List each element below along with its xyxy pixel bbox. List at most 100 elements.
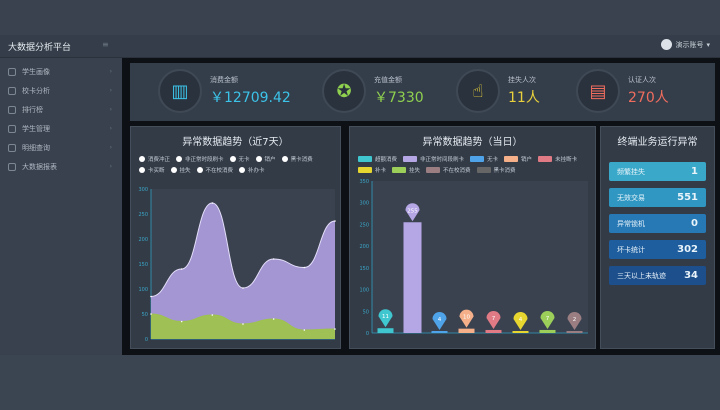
bar bbox=[566, 331, 583, 333]
legend-item[interactable]: 不在校消费 bbox=[426, 166, 471, 174]
legend-dot bbox=[139, 156, 145, 162]
legend-item[interactable]: 非正常时段刷卡 bbox=[176, 155, 224, 163]
sidebar-item[interactable]: 学生管理 › bbox=[0, 119, 122, 138]
row-label: 异常锁机 bbox=[617, 219, 645, 228]
avatar bbox=[661, 39, 673, 50]
chevron-right-icon: › bbox=[109, 106, 112, 113]
legend-label: 卡买断 bbox=[148, 168, 165, 174]
terminal-row[interactable]: 频繁挂失 1 bbox=[609, 162, 706, 181]
terminal-row[interactable]: 无效交易 551 bbox=[609, 188, 706, 207]
chevron-right-icon: › bbox=[109, 144, 112, 151]
y-tick-label: 200 bbox=[138, 237, 148, 243]
chevron-right-icon: › bbox=[109, 68, 112, 75]
value-pin bbox=[567, 312, 582, 330]
y-tick-label: 250 bbox=[138, 212, 148, 218]
data-point bbox=[303, 329, 306, 331]
stat-card: ✪ 充值金额 ￥7330 bbox=[322, 69, 424, 113]
panel-terminal: 终端业务运行异常 频繁挂失 1 无效交易 551 异常锁机 0 坏卡统计 302 三天以上未轨迹… bbox=[600, 126, 715, 349]
chevron-right-icon: › bbox=[109, 87, 112, 94]
top-spacer bbox=[0, 0, 720, 35]
data-point bbox=[180, 320, 183, 323]
row-label: 三天以上未轨迹 bbox=[617, 271, 666, 280]
menu-item-icon bbox=[8, 143, 16, 152]
legend-item[interactable]: 销户 bbox=[255, 155, 276, 163]
legend: 超额消费 非正常时间段刷卡 无卡 销户 未挂断卡补卡 挂失 不在校消费 黑卡消费 bbox=[358, 155, 589, 174]
legend-label: 不在校消费 bbox=[443, 168, 471, 174]
data-point bbox=[303, 266, 306, 269]
sidebar-item-label: 排行榜 bbox=[22, 105, 43, 114]
terminal-row[interactable]: 坏卡统计 302 bbox=[609, 240, 706, 259]
user-menu[interactable]: 演示账号 ▾ bbox=[661, 39, 710, 50]
stat-label: 挂失人次 bbox=[508, 76, 536, 84]
bar bbox=[512, 331, 529, 333]
menu-toggle-icon[interactable]: ≡ bbox=[102, 40, 109, 49]
legend-dot bbox=[255, 156, 262, 162]
legend-item[interactable]: 补卡 bbox=[358, 166, 386, 174]
data-point bbox=[211, 314, 214, 316]
legend-item[interactable]: 销户 bbox=[504, 155, 532, 163]
legend-label: 销户 bbox=[521, 157, 533, 163]
stat-label: 消费金额 bbox=[210, 76, 238, 84]
legend-item[interactable]: 超额消费 bbox=[358, 155, 397, 163]
legend-item[interactable]: 未挂断卡 bbox=[538, 155, 577, 163]
terminal-row[interactable]: 三天以上未轨迹 34 bbox=[609, 266, 706, 285]
legend-label: 不在校消费 bbox=[205, 168, 234, 174]
data-label: 4 bbox=[438, 317, 442, 323]
legend-item[interactable]: 补办卡 bbox=[239, 166, 265, 174]
stats-bar: ▥ 消费金额 ￥12709.42 ✪ 充值金额 ￥7330 ☝ 挂失人次 11人 ▤ 认证人次 270… bbox=[130, 63, 715, 121]
legend-item[interactable]: 挂失 bbox=[170, 166, 191, 174]
bar bbox=[403, 222, 422, 333]
legend-item[interactable]: 消费冲正 bbox=[139, 155, 170, 163]
data-label: 255 bbox=[407, 208, 418, 214]
sidebar-item[interactable]: 明细查询 › bbox=[0, 138, 122, 157]
legend-swatch bbox=[538, 156, 553, 162]
hand-pointer-icon: ☝ bbox=[456, 69, 500, 113]
y-tick-label: 100 bbox=[359, 288, 369, 294]
y-tick-label: 150 bbox=[359, 266, 369, 272]
sidebar-item-label: 学生管理 bbox=[22, 124, 50, 133]
stat-card: ▤ 认证人次 270人 bbox=[576, 69, 669, 113]
legend-item[interactable]: 无卡 bbox=[470, 155, 498, 163]
data-label: 2 bbox=[573, 317, 577, 323]
legend-swatch bbox=[476, 167, 491, 173]
legend-label: 未挂断卡 bbox=[555, 157, 578, 163]
bar bbox=[458, 328, 475, 333]
stat-value: 11人 bbox=[508, 90, 540, 106]
sidebar-item[interactable]: 排行榜 › bbox=[0, 100, 122, 119]
legend: 消费冲正 非正常时段刷卡 无卡 销户 黑卡消费卡买断 挂失 不在校消费 补办卡 bbox=[139, 155, 334, 174]
legend-item[interactable]: 黑卡消费 bbox=[281, 155, 313, 163]
data-point bbox=[242, 287, 244, 289]
value-pin bbox=[405, 203, 420, 222]
legend-item[interactable]: 非正常时间段刷卡 bbox=[403, 155, 464, 163]
value-pin bbox=[459, 309, 474, 328]
y-tick-label: 300 bbox=[138, 187, 148, 193]
terminal-row[interactable]: 异常锁机 0 bbox=[609, 214, 706, 233]
data-point bbox=[272, 258, 275, 260]
chevron-right-icon: › bbox=[109, 163, 112, 170]
legend-label: 挂失 bbox=[409, 168, 421, 174]
row-label: 频繁挂失 bbox=[617, 167, 645, 176]
legend-item[interactable]: 挂失 bbox=[392, 166, 420, 174]
sidebar: 学生画像 › 校卡分析 › 排行榜 › 学生管理 › 明细查询 › 大数据报表 › bbox=[0, 58, 122, 355]
legend-label: 黑卡消费 bbox=[290, 157, 313, 163]
row-value: 302 bbox=[677, 244, 698, 255]
row-value: 551 bbox=[677, 192, 698, 203]
sidebar-item[interactable]: 校卡分析 › bbox=[0, 81, 122, 100]
sidebar-item[interactable]: 学生画像 › bbox=[0, 62, 122, 81]
data-label: 10 bbox=[463, 315, 470, 321]
legend-item[interactable]: 卡买断 bbox=[139, 166, 165, 174]
sidebar-item-label: 校卡分析 bbox=[22, 86, 50, 95]
panel-trend-7days: 异常数据趋势（近7天） 消费冲正 非正常时段刷卡 无卡 销户 黑卡消费 卡买断 挂失 不在校消… bbox=[130, 126, 341, 349]
menu-item-icon bbox=[8, 105, 16, 114]
menu-item-icon bbox=[8, 67, 16, 76]
sidebar-item[interactable]: 大数据报表 › bbox=[0, 157, 122, 176]
legend-dot bbox=[176, 156, 183, 162]
legend-item[interactable]: 不在校消费 bbox=[196, 166, 234, 174]
legend-label: 无卡 bbox=[487, 157, 499, 163]
legend-item[interactable]: 黑卡消费 bbox=[476, 166, 516, 174]
row-value: 1 bbox=[691, 166, 698, 177]
panel-title: 终端业务运行异常 bbox=[617, 137, 698, 148]
legend-swatch bbox=[504, 156, 519, 162]
legend-item[interactable]: 无卡 bbox=[229, 155, 250, 163]
legend-dot bbox=[229, 156, 236, 162]
